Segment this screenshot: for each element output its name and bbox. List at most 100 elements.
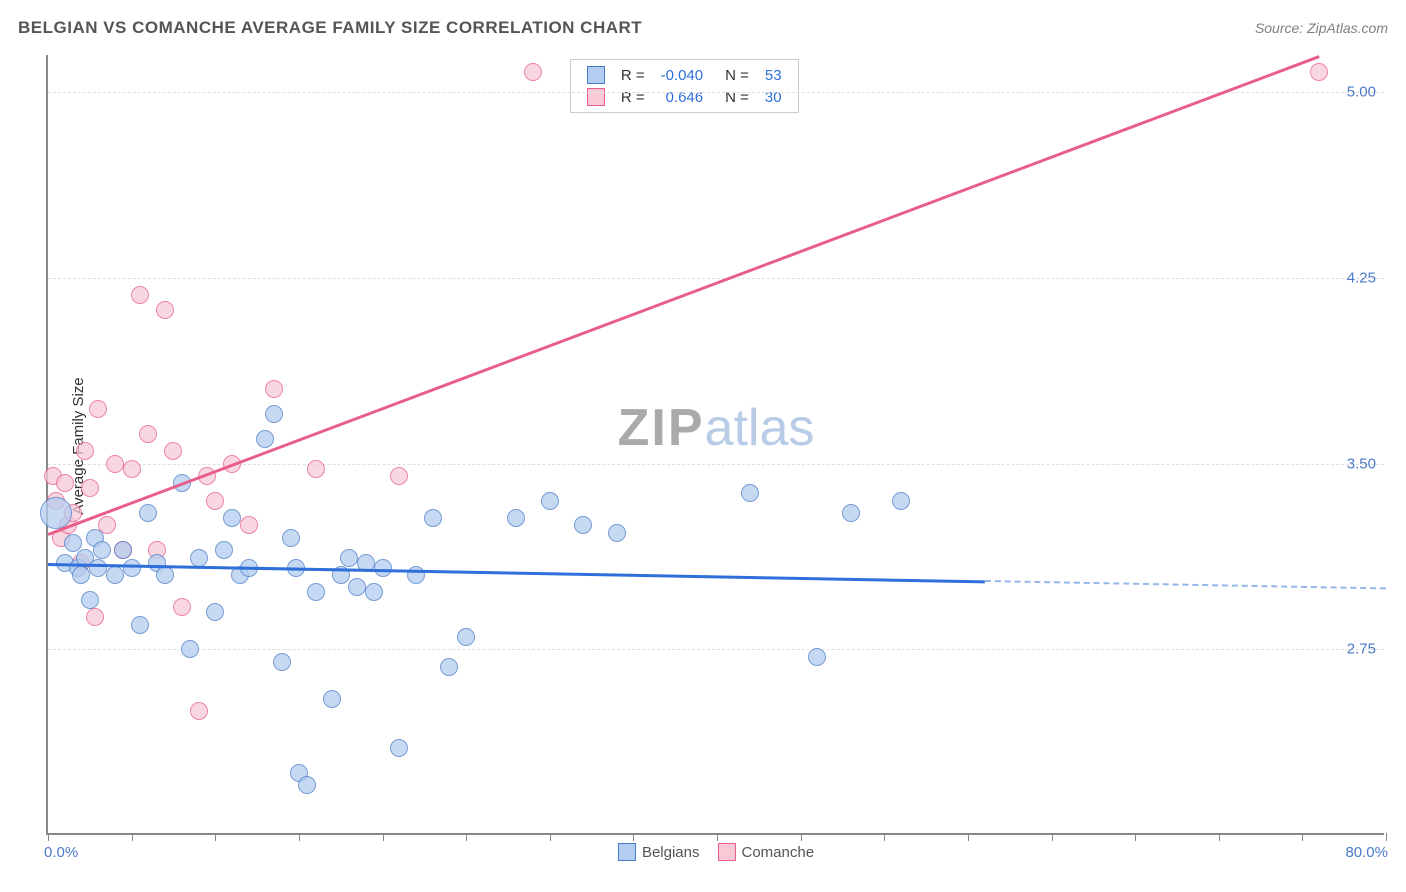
r-label: R =: [613, 64, 653, 86]
trend-line: [48, 563, 985, 583]
data-point-belgians: [808, 648, 826, 666]
swatch-belgians-icon: [587, 66, 605, 84]
data-point-comanche: [106, 455, 124, 473]
data-point-comanche: [164, 442, 182, 460]
data-point-belgians: [298, 776, 316, 794]
data-point-belgians: [89, 559, 107, 577]
data-point-belgians: [139, 504, 157, 522]
data-point-comanche: [81, 479, 99, 497]
data-point-belgians: [131, 616, 149, 634]
r-value-comanche: 0.646: [653, 86, 712, 108]
x-tick: [215, 833, 216, 841]
data-point-belgians: [190, 549, 208, 567]
x-tick: [1302, 833, 1303, 841]
watermark: ZIPatlas: [618, 398, 815, 458]
data-point-comanche: [131, 286, 149, 304]
swatch-comanche-icon: [587, 88, 605, 106]
series-legend: Belgians Comanche: [618, 843, 814, 861]
data-point-belgians: [273, 653, 291, 671]
data-point-belgians: [390, 739, 408, 757]
data-point-belgians: [365, 583, 383, 601]
data-point-belgians: [842, 504, 860, 522]
x-tick: [801, 833, 802, 841]
data-point-belgians: [440, 658, 458, 676]
data-point-belgians: [608, 524, 626, 542]
data-point-comanche: [56, 474, 74, 492]
x-tick: [132, 833, 133, 841]
swatch-belgians-icon: [618, 843, 636, 861]
data-point-comanche: [190, 702, 208, 720]
n-label: N =: [711, 86, 757, 108]
x-tick: [466, 833, 467, 841]
y-tick-label: 2.75: [1347, 641, 1376, 658]
data-point-comanche: [86, 608, 104, 626]
source-attribution: Source: ZipAtlas.com: [1255, 20, 1388, 36]
data-point-belgians: [307, 583, 325, 601]
data-point-belgians: [348, 578, 366, 596]
chart-container: BELGIAN VS COMANCHE AVERAGE FAMILY SIZE …: [0, 0, 1406, 892]
data-point-belgians: [374, 559, 392, 577]
n-value-belgians: 53: [757, 64, 790, 86]
data-point-comanche: [139, 425, 157, 443]
x-tick: [1052, 833, 1053, 841]
data-point-belgians: [114, 541, 132, 559]
data-point-comanche: [524, 63, 542, 81]
data-point-belgians: [424, 509, 442, 527]
data-point-comanche: [206, 492, 224, 510]
watermark-zip: ZIP: [618, 399, 705, 457]
x-tick: [1219, 833, 1220, 841]
data-point-belgians: [223, 509, 241, 527]
n-value-comanche: 30: [757, 86, 790, 108]
data-point-belgians: [256, 430, 274, 448]
data-point-belgians: [541, 492, 559, 510]
gridline: [48, 92, 1384, 93]
x-tick: [48, 833, 49, 841]
data-point-comanche: [265, 380, 283, 398]
legend-label-comanche: Comanche: [742, 844, 815, 861]
data-point-belgians: [215, 541, 233, 559]
gridline: [48, 278, 1384, 279]
x-tick: [717, 833, 718, 841]
data-point-belgians: [93, 541, 111, 559]
data-point-comanche: [390, 467, 408, 485]
data-point-belgians: [574, 516, 592, 534]
x-tick: [383, 833, 384, 841]
x-tick: [633, 833, 634, 841]
data-point-belgians: [181, 640, 199, 658]
y-tick-label: 5.00: [1347, 84, 1376, 101]
r-label: R =: [613, 86, 653, 108]
y-tick-label: 4.25: [1347, 269, 1376, 286]
trend-line-extrapolated: [985, 580, 1386, 589]
title-bar: BELGIAN VS COMANCHE AVERAGE FAMILY SIZE …: [18, 18, 1388, 38]
data-point-belgians: [340, 549, 358, 567]
y-tick-label: 3.50: [1347, 455, 1376, 472]
correlation-legend: R = -0.040 N = 53 R = 0.646 N = 30: [570, 59, 799, 113]
data-point-belgians: [206, 603, 224, 621]
data-point-belgians: [106, 566, 124, 584]
legend-label-belgians: Belgians: [642, 844, 700, 861]
data-point-belgians: [81, 591, 99, 609]
data-point-comanche: [123, 460, 141, 478]
swatch-comanche-icon: [718, 843, 736, 861]
data-point-belgians: [507, 509, 525, 527]
x-tick: [968, 833, 969, 841]
data-point-comanche: [173, 598, 191, 616]
x-tick: [299, 833, 300, 841]
legend-row-comanche: R = 0.646 N = 30: [579, 86, 790, 108]
legend-row-belgians: R = -0.040 N = 53: [579, 64, 790, 86]
data-point-comanche: [240, 516, 258, 534]
data-point-comanche: [1310, 63, 1328, 81]
chart-title: BELGIAN VS COMANCHE AVERAGE FAMILY SIZE …: [18, 18, 642, 38]
data-point-comanche: [76, 442, 94, 460]
plot-area: ZIPatlas R = -0.040 N = 53 R = 0.646 N =…: [46, 55, 1384, 835]
r-value-belgians: -0.040: [653, 64, 712, 86]
data-point-belgians: [123, 559, 141, 577]
legend-item-comanche: Comanche: [718, 843, 815, 861]
data-point-belgians: [741, 484, 759, 502]
x-tick: [884, 833, 885, 841]
data-point-belgians: [72, 566, 90, 584]
watermark-atlas: atlas: [705, 399, 815, 457]
x-tick: [1135, 833, 1136, 841]
legend-item-belgians: Belgians: [618, 843, 700, 861]
data-point-belgians: [892, 492, 910, 510]
